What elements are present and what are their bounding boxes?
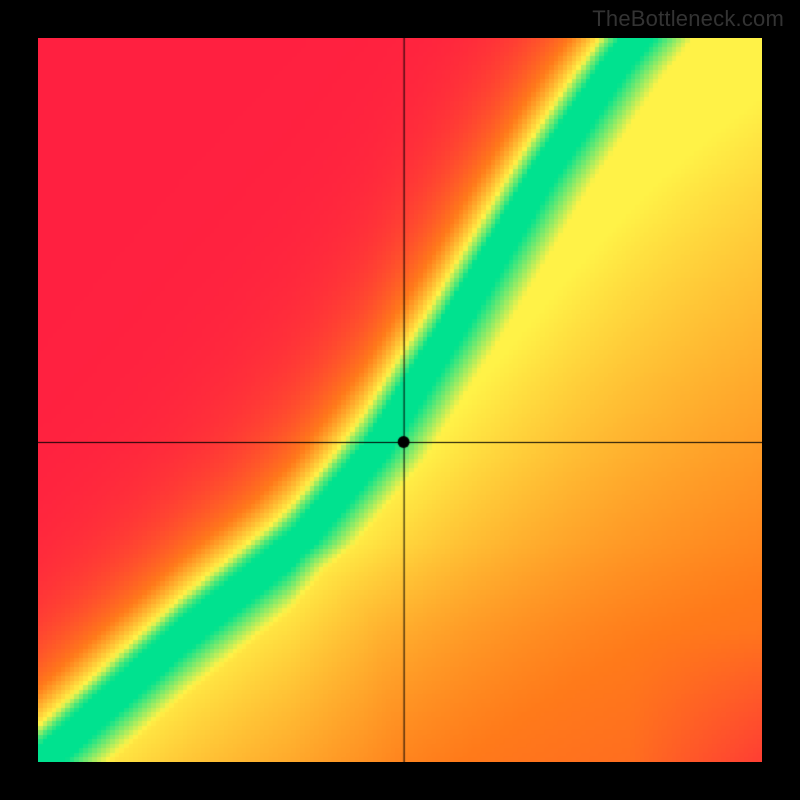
crosshair-overlay	[38, 38, 762, 762]
watermark-text: TheBottleneck.com	[592, 6, 784, 32]
chart-container: TheBottleneck.com	[0, 0, 800, 800]
